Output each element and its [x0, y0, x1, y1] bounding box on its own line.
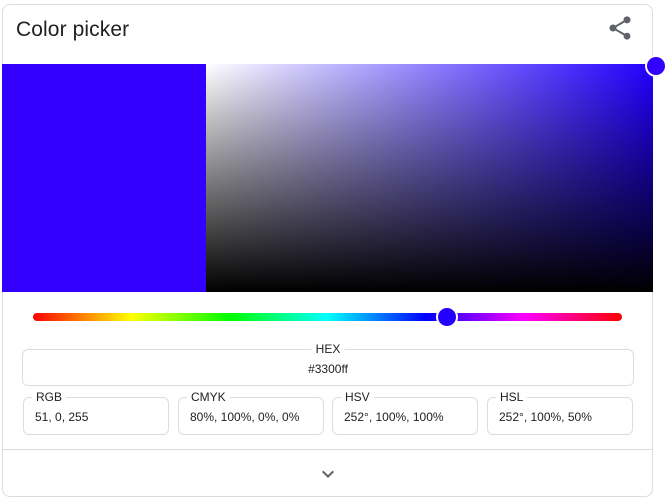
hsv-label: HSV	[341, 390, 374, 404]
divider	[2, 449, 653, 450]
rgb-field: RGB	[23, 390, 169, 435]
cmyk-label: CMYK	[187, 390, 230, 404]
cmyk-input[interactable]	[190, 410, 315, 424]
hsl-field: HSL	[487, 390, 633, 435]
saturation-value-handle[interactable]	[645, 55, 667, 77]
hsv-input[interactable]	[344, 410, 469, 424]
page-title: Color picker	[16, 18, 130, 41]
hsv-field: HSV	[332, 390, 478, 435]
chevron-down-icon	[322, 470, 334, 478]
rgb-input[interactable]	[35, 410, 160, 424]
cmyk-field: CMYK	[178, 390, 324, 435]
share-button[interactable]	[606, 14, 634, 42]
color-preview-swatch	[2, 64, 206, 292]
hex-input[interactable]	[23, 362, 633, 376]
hsl-input[interactable]	[499, 410, 624, 424]
value-gradient	[206, 64, 653, 292]
share-icon	[609, 16, 631, 40]
expand-button[interactable]	[316, 462, 340, 486]
hsl-label: HSL	[496, 390, 528, 404]
rgb-label: RGB	[32, 390, 67, 404]
saturation-value-area[interactable]	[206, 64, 653, 292]
hue-slider-handle[interactable]	[436, 306, 458, 328]
hex-field: HEX	[22, 342, 634, 386]
hex-label: HEX	[311, 342, 345, 356]
hue-slider[interactable]	[33, 313, 622, 321]
